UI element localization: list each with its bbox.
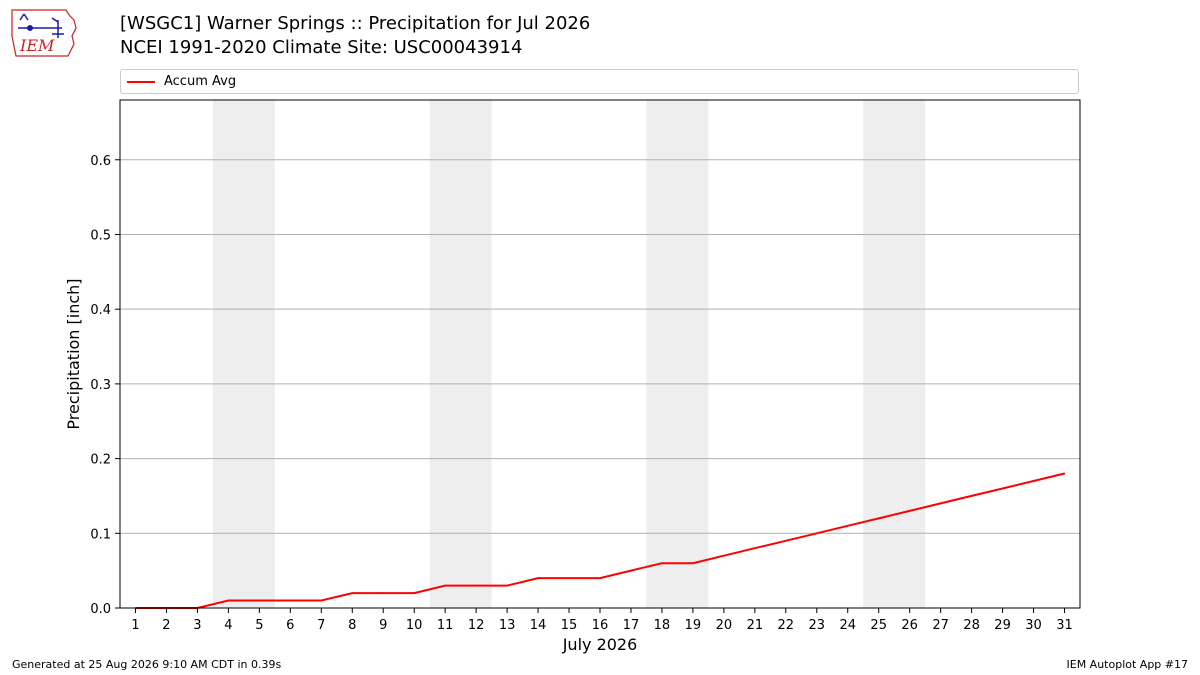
footer-app: IEM Autoplot App #17 xyxy=(1066,658,1189,671)
x-tick-label-5: 5 xyxy=(255,618,263,633)
x-tick-label-27: 27 xyxy=(932,618,949,633)
x-tick-label-31: 31 xyxy=(1056,618,1073,633)
weekend-band-4 xyxy=(863,100,926,608)
y-axis-label: Precipitation [inch] xyxy=(64,278,83,429)
x-tick-label-13: 13 xyxy=(499,618,516,633)
x-tick-label-7: 7 xyxy=(317,618,325,633)
weekend-band-1 xyxy=(212,100,275,608)
x-tick-label-26: 26 xyxy=(901,618,918,633)
data-point-day-11 xyxy=(444,584,446,587)
data-point-day-25 xyxy=(877,517,880,520)
legend-label-accum-avg: Accum Avg xyxy=(164,74,237,89)
chart-subtitle: NCEI 1991-2020 Climate Site: USC00043914 xyxy=(120,37,523,58)
x-tick-label-19: 19 xyxy=(685,618,702,633)
legend: Accum Avg xyxy=(120,69,1079,94)
y-tick-label-0: 0.0 xyxy=(90,602,111,617)
y-tick-label-1: 0.1 xyxy=(90,527,111,542)
x-tick-label-25: 25 xyxy=(870,618,887,633)
data-point-day-22 xyxy=(785,539,787,542)
chart-title: [WSGC1] Warner Springs :: Precipitation … xyxy=(120,13,591,34)
x-tick-label-14: 14 xyxy=(530,618,547,633)
data-point-day-14 xyxy=(537,577,539,579)
x-tick-label-4: 4 xyxy=(224,618,232,633)
data-point-day-16 xyxy=(599,577,601,579)
data-point-day-6 xyxy=(289,599,292,602)
x-axis-label: July 2026 xyxy=(562,635,638,654)
data-point-day-24 xyxy=(846,525,849,527)
data-point-day-18 xyxy=(661,562,663,564)
x-tick-label-18: 18 xyxy=(654,618,671,633)
data-point-day-4 xyxy=(227,599,230,602)
x-tick-label-2: 2 xyxy=(162,618,170,633)
data-point-day-27 xyxy=(939,502,942,505)
data-point-day-8 xyxy=(351,592,354,594)
x-tick-label-17: 17 xyxy=(623,618,640,633)
y-tick-label-4: 0.4 xyxy=(90,303,111,318)
data-point-day-15 xyxy=(568,577,570,579)
x-tick-label-12: 12 xyxy=(468,618,485,633)
x-tick-label-11: 11 xyxy=(437,618,454,633)
weekend-band-2 xyxy=(429,100,492,608)
data-point-day-9 xyxy=(382,592,385,594)
y-tick-label-2: 0.2 xyxy=(90,453,111,468)
x-tick-label-16: 16 xyxy=(592,618,609,633)
y-tick-label-3: 0.3 xyxy=(90,378,111,393)
data-point-day-20 xyxy=(723,554,725,557)
x-tick-label-24: 24 xyxy=(839,618,856,633)
data-point-day-29 xyxy=(1001,487,1004,490)
data-point-day-7 xyxy=(320,599,323,602)
iem-logo: IEM xyxy=(11,9,77,57)
x-tick-label-21: 21 xyxy=(747,618,764,633)
x-tick-label-15: 15 xyxy=(561,618,578,633)
x-tick-label-9: 9 xyxy=(379,618,387,633)
data-point-day-31 xyxy=(1063,472,1066,475)
x-tick-label-30: 30 xyxy=(1025,618,1042,633)
y-tick-label-5: 0.5 xyxy=(90,228,111,243)
x-tick-label-29: 29 xyxy=(994,618,1011,633)
x-tick-label-8: 8 xyxy=(348,618,356,633)
data-point-day-10 xyxy=(413,592,415,594)
data-point-day-19 xyxy=(692,562,694,564)
data-point-day-13 xyxy=(506,584,508,587)
data-point-day-23 xyxy=(815,532,818,535)
data-point-day-30 xyxy=(1032,480,1035,482)
weekend-band-3 xyxy=(646,100,709,608)
y-tick-label-6: 0.6 xyxy=(90,154,111,169)
logo-text: IEM xyxy=(19,36,55,55)
x-tick-label-10: 10 xyxy=(406,618,423,633)
data-point-day-26 xyxy=(908,510,911,512)
x-tick-label-28: 28 xyxy=(963,618,980,633)
data-point-day-12 xyxy=(475,584,477,587)
data-point-day-5 xyxy=(258,599,261,602)
data-point-day-17 xyxy=(630,569,632,572)
data-point-day-21 xyxy=(754,547,756,550)
footer-generated: Generated at 25 Aug 2026 9:10 AM CDT in … xyxy=(12,658,282,671)
x-tick-label-6: 6 xyxy=(286,618,294,633)
x-tick-label-22: 22 xyxy=(778,618,795,633)
x-tick-label-23: 23 xyxy=(809,618,826,633)
x-tick-label-1: 1 xyxy=(131,618,139,633)
x-tick-label-3: 3 xyxy=(193,618,201,633)
data-point-day-28 xyxy=(970,495,973,497)
legend-swatch-accum-avg xyxy=(127,81,155,83)
x-tick-label-20: 20 xyxy=(716,618,733,633)
